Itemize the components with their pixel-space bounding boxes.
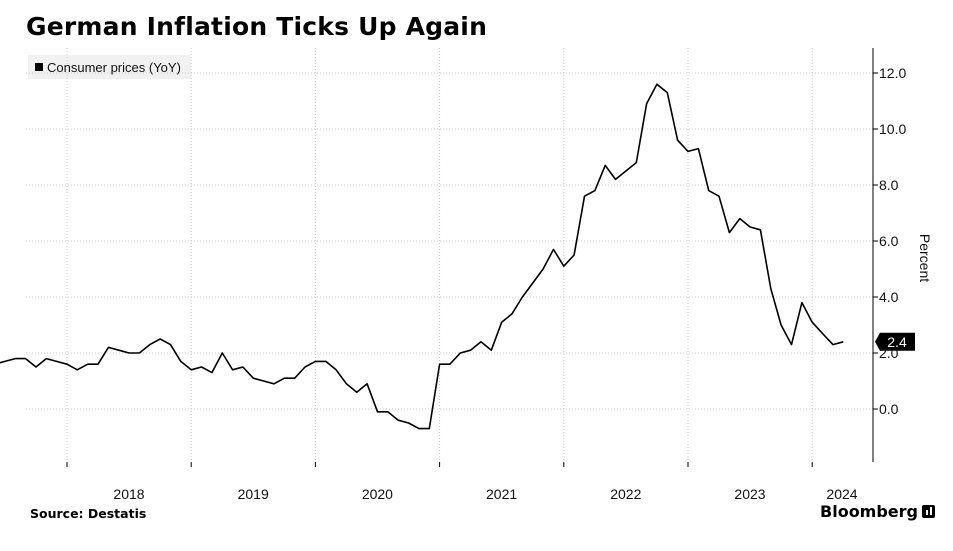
x-tick-label: 2022 — [610, 486, 641, 502]
last-value-callout: 2.4 — [875, 332, 915, 351]
brand-name: Bloomberg — [820, 502, 918, 521]
last-value-label: 2.4 — [887, 334, 907, 350]
y-tick-label: 6.0 — [879, 233, 899, 249]
source-note: Source: Destatis — [30, 506, 147, 521]
y-tick-label: 12.0 — [879, 65, 906, 81]
y-tick-label: 8.0 — [879, 177, 899, 193]
y-tick-label: 0.0 — [879, 401, 899, 417]
y-tick-label: 4.0 — [879, 289, 899, 305]
y-tick-label: 10.0 — [879, 121, 906, 137]
grid-lines — [26, 48, 873, 462]
x-tick-label: 2019 — [238, 486, 269, 502]
brand-logo: Bloomberg — [820, 502, 935, 521]
chart-title: German Inflation Ticks Up Again — [26, 12, 488, 41]
series-line-consumer-prices — [0, 83, 844, 430]
last-value-badge — [875, 332, 915, 351]
tick-labels: 0.0 2.0 4.0 6.0 8.0 10.0 12.0 2018 2019 2020 2021 2… — [113, 65, 933, 502]
y-axis-title: Percent — [917, 234, 933, 282]
x-tick-label: 2020 — [362, 486, 393, 502]
y-tick-label: 2.0 — [879, 345, 899, 361]
bloomberg-chart-icon — [922, 505, 935, 518]
legend-label: Consumer prices (YoY) — [47, 59, 181, 75]
x-tick-label: 2023 — [734, 486, 765, 502]
x-tick-label: 2021 — [486, 486, 517, 502]
series-layer: 2.4 — [0, 83, 915, 430]
x-tick-label: 2024 — [826, 486, 857, 502]
axes — [66, 48, 878, 467]
legend-swatch-icon — [35, 63, 43, 71]
x-tick-label: 2018 — [113, 486, 144, 502]
legend: Consumer prices (YoY) — [28, 55, 191, 79]
